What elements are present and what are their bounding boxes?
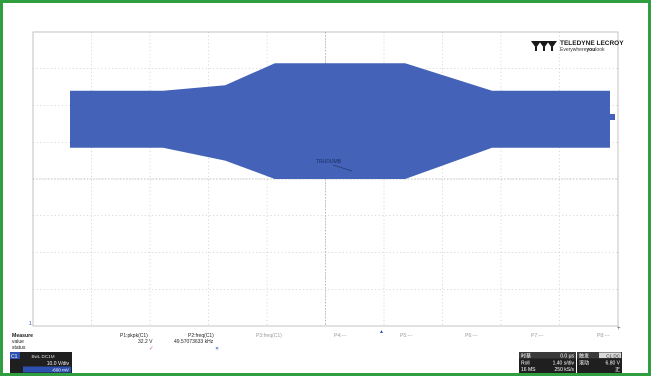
timebase-delay: 0.0 μs bbox=[560, 354, 574, 360]
trigger-descriptor[interactable]: 触发 C1 DC 滚动 6.80 V 正 bbox=[577, 352, 622, 373]
timebase-roll-label: Roll bbox=[521, 361, 530, 367]
measure-header: Measure bbox=[12, 333, 33, 339]
measure-col-p1-name[interactable]: P1:pkpk(C1) bbox=[120, 333, 148, 339]
timebase-label: 时基 bbox=[521, 353, 531, 360]
channel-vdiv: 10.0 V/div bbox=[47, 361, 70, 367]
measure-col-p2-status-icon: ✕ bbox=[215, 346, 219, 352]
brand-name: TELEDYNE LECROY bbox=[560, 40, 624, 47]
oscilloscope-screen: TRUDUMB TELEDYNE LECROY Everywhereyouloo… bbox=[10, 31, 624, 373]
timebase-sample-rate: 250 kS/s bbox=[555, 367, 575, 373]
measure-col-p6-name[interactable]: P6:--- bbox=[465, 333, 478, 339]
timebase-samples: 16 MS bbox=[521, 367, 536, 373]
brand-tagline: Everywhereyoulook bbox=[560, 47, 605, 53]
waveform-annotation: TRUDUMB bbox=[316, 159, 342, 165]
waveform-trace[interactable] bbox=[70, 63, 610, 179]
channel-badge-label: C1 bbox=[11, 354, 18, 360]
measure-col-p3-name[interactable]: P3:freq(C1) bbox=[256, 333, 282, 339]
teledyne-lecroy-logo: TELEDYNE LECROY Everywhereyoulook bbox=[531, 40, 624, 53]
channel-offset: -600 mV bbox=[52, 368, 70, 373]
right-edge-marker: + bbox=[617, 326, 621, 332]
timebase-descriptor[interactable]: 时基 0.0 μs Roll 1.40 s/div 16 MS 250 kS/s bbox=[519, 352, 576, 373]
measure-col-p5-name[interactable]: P5:--- bbox=[400, 333, 413, 339]
trigger-mode: C1 DC bbox=[606, 353, 620, 358]
channel-offset-highlight bbox=[23, 366, 71, 373]
trigger-position-marker[interactable]: ▲ bbox=[379, 329, 384, 335]
trigger-level: 6.80 V bbox=[606, 361, 621, 367]
teledyne-lecroy-logo-icon bbox=[531, 41, 557, 51]
measure-col-p7-name[interactable]: P7:--- bbox=[531, 333, 544, 339]
measure-row-label-value: value bbox=[12, 339, 24, 345]
measure-col-p2-name[interactable]: P2:freq(C1) bbox=[188, 333, 214, 339]
channel-coupling: BwL DC1M bbox=[31, 354, 54, 359]
channel-descriptor[interactable]: C1 BwL DC1M 10.0 V/div -600 mV bbox=[10, 352, 72, 373]
waveform-tail bbox=[605, 114, 615, 120]
trigger-label: 触发 bbox=[579, 353, 589, 360]
measure-table: Measure value status P1:pkpk(C1) 32.2 V … bbox=[12, 333, 610, 352]
trigger-roll-label: 滚动 bbox=[579, 360, 589, 367]
trigger-slope: 正 bbox=[615, 367, 620, 373]
measure-col-p1-status-icon: ✓ bbox=[149, 346, 154, 352]
annotation-leader-line bbox=[332, 164, 353, 172]
measure-row-label-status: status bbox=[12, 345, 26, 351]
measure-col-p4-name[interactable]: P4:--- bbox=[334, 333, 347, 339]
timebase-label-bg bbox=[519, 352, 576, 359]
trigger-mode-badge bbox=[599, 352, 621, 358]
channel-badge[interactable] bbox=[10, 352, 20, 359]
ground-marker[interactable]: 1 bbox=[29, 321, 32, 327]
measure-col-p1-value: 32.2 V bbox=[138, 339, 153, 345]
measure-col-p8-name[interactable]: P8:--- bbox=[597, 333, 610, 339]
measure-col-p2-value: 49.57073633 kHz bbox=[174, 339, 214, 345]
timebase-tdiv: 1.40 s/div bbox=[553, 361, 575, 367]
